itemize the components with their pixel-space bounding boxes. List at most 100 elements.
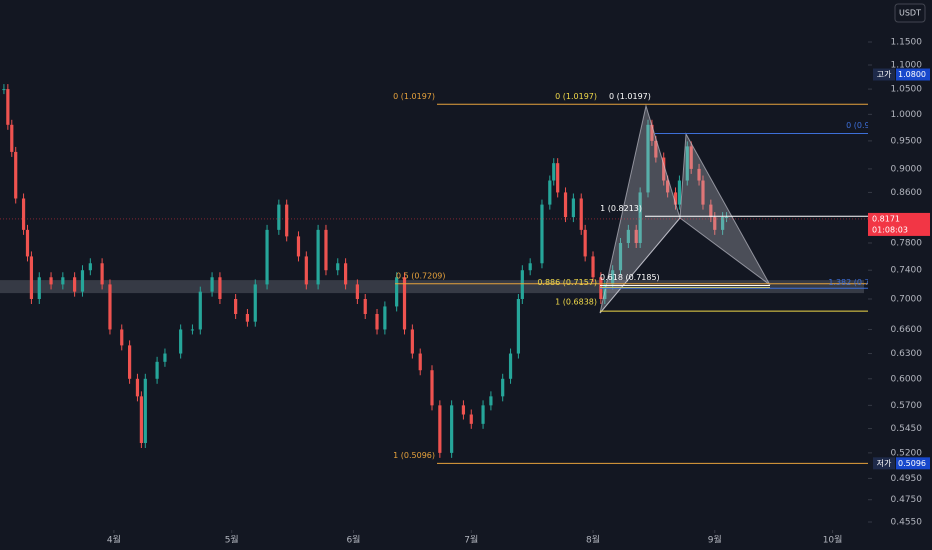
y-tick-label: 0.7800 xyxy=(891,238,923,248)
candle-body xyxy=(654,140,658,158)
candle-body xyxy=(438,405,442,453)
level-label: 0 (0.9637) xyxy=(846,121,888,130)
currency-label: USDT xyxy=(899,9,921,18)
candle-body xyxy=(25,229,30,257)
y-tick-label: 0.9500 xyxy=(891,136,923,146)
candle-body xyxy=(662,157,666,181)
y-tick-label: 1.1500 xyxy=(891,38,923,48)
candle-body xyxy=(135,378,140,397)
candle-body xyxy=(218,277,222,299)
candle-body xyxy=(489,396,493,406)
candle-body xyxy=(296,236,301,257)
candle-body xyxy=(677,180,682,205)
level-label: 1 (0.8213) xyxy=(600,204,642,213)
candle-body xyxy=(520,270,524,299)
candle-body xyxy=(673,192,678,205)
candle-body xyxy=(253,284,257,322)
candle-body xyxy=(611,270,615,285)
y-tick-label: 0.5200 xyxy=(891,448,923,458)
candle-body xyxy=(548,180,552,205)
candle-body xyxy=(179,329,183,354)
candle-body xyxy=(626,229,630,243)
candle-body xyxy=(618,242,623,271)
candle-body xyxy=(363,298,367,314)
low-tag-box xyxy=(896,457,930,470)
candle-body xyxy=(689,146,693,169)
level-label: 0.5 (0.7209) xyxy=(396,271,446,280)
level-label: 0 (1.0197) xyxy=(555,92,597,101)
candle-body xyxy=(685,146,689,181)
candle-body xyxy=(591,256,595,278)
currency-button[interactable] xyxy=(894,3,926,23)
x-tick-label: 5월 xyxy=(225,534,239,546)
candle-body xyxy=(701,180,705,205)
candle-body xyxy=(88,263,92,271)
candle-body xyxy=(724,217,729,219)
candle-body xyxy=(336,263,340,271)
zone-band xyxy=(0,280,864,294)
candle-body xyxy=(430,370,434,406)
level-label: 0.618 (0.7185) xyxy=(600,273,660,282)
candle-body xyxy=(155,361,159,379)
candle-body xyxy=(375,313,379,330)
candle-body xyxy=(143,378,147,444)
candle-body xyxy=(666,180,670,193)
last-price-label: 0.8171 xyxy=(872,214,900,223)
candle-body xyxy=(210,277,214,292)
x-tick-label: 6월 xyxy=(346,534,360,546)
candle-body xyxy=(469,414,473,424)
level-label: 1 (0.6838) xyxy=(555,298,597,307)
candle-body xyxy=(528,263,532,271)
candle-body xyxy=(10,124,14,152)
candle-body xyxy=(277,204,281,230)
candle-body xyxy=(190,329,195,331)
high-tag-box xyxy=(896,68,930,81)
candle-body xyxy=(163,353,167,362)
candle-body xyxy=(540,204,544,264)
candle-body xyxy=(395,277,399,307)
pattern-bcd xyxy=(679,132,771,286)
y-tick-label: 1.1000 xyxy=(891,61,923,71)
y-tick-label: 1.0500 xyxy=(891,85,923,95)
candle-body xyxy=(508,353,513,379)
candle-body xyxy=(100,263,104,285)
candle-body xyxy=(556,163,560,193)
x-tick-label: 7월 xyxy=(464,534,478,546)
candle-body xyxy=(638,192,642,243)
candle-body xyxy=(61,277,65,285)
candle-body xyxy=(583,229,587,257)
y-tick-label: 0.7000 xyxy=(891,294,923,304)
candle-body xyxy=(634,229,638,243)
y-tick-label: 0.7400 xyxy=(891,266,923,276)
candle-body xyxy=(355,284,359,299)
candle-body xyxy=(344,263,348,285)
y-tick-label: 1.0000 xyxy=(891,110,923,120)
candle-body xyxy=(563,192,568,218)
y-tick-label: 0.6600 xyxy=(891,325,923,335)
level-label: 0 (1.0197) xyxy=(393,92,435,101)
low-tag-name: 저가 xyxy=(877,459,892,468)
y-tick-label: 0.6300 xyxy=(891,349,923,359)
level-layer: 0 (1.0197) 0.5 (0.7209) 1 (0.5096) 0 (1.019… xyxy=(0,92,890,464)
y-tick-label: 0.4950 xyxy=(891,474,923,484)
candle-body xyxy=(721,217,725,230)
candle-body xyxy=(650,124,654,141)
level-label: 0.886 (0.7157) xyxy=(537,278,597,287)
y-tick-label: 0.5700 xyxy=(891,401,923,411)
level-label: 0 (1.0197) xyxy=(609,92,651,101)
level-label: 1 (0.5096) xyxy=(393,451,435,460)
candle-body xyxy=(139,396,143,444)
candle-body xyxy=(80,270,85,292)
y-tick-label: 0.5450 xyxy=(891,424,923,434)
x-tick-label: 4월 xyxy=(107,534,121,546)
last-price-tag xyxy=(868,212,930,236)
low-tag-label: 0.5096 xyxy=(898,459,926,468)
high-tag-name: 고가 xyxy=(877,70,892,79)
candle-body xyxy=(234,298,238,314)
candle-body xyxy=(713,217,717,230)
low-tag-name-box xyxy=(873,457,895,470)
candle-body xyxy=(128,345,132,379)
candle-body xyxy=(21,198,26,230)
